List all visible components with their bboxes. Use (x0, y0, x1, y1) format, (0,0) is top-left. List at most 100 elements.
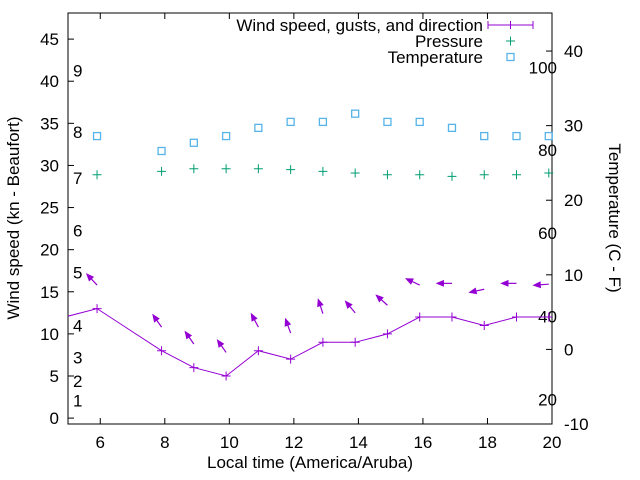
wind-speed-point (447, 312, 457, 322)
wind-speed-point (382, 329, 392, 339)
beaufort-label: 5 (73, 263, 82, 282)
legend-label: Wind speed, gusts, and direction (236, 16, 483, 35)
y2-axis-ticks: -10 0 10 20 30 40 (546, 42, 589, 434)
beaufort-label: 2 (73, 372, 82, 391)
wind-arrow-head (85, 273, 95, 282)
y-tick-label: 10 (40, 325, 59, 344)
wind-speed-line (68, 308, 549, 377)
wind-speed-point (253, 346, 263, 356)
beaufort-label: 6 (73, 221, 82, 240)
temperature-point (92, 131, 102, 141)
wind-arrow-head (532, 281, 542, 289)
temperature-point (221, 131, 231, 141)
wind-speed-point (479, 320, 489, 330)
x-axis-label: Local time (America/Aruba) (207, 453, 413, 472)
wind-arrow-head (216, 339, 225, 348)
wind-speed-point (350, 337, 360, 347)
pressure-point (350, 168, 360, 178)
wind-speed-point (286, 354, 296, 364)
wind-speed-point (221, 371, 231, 381)
y-tick-label: 35 (40, 114, 59, 133)
pressure-point (92, 170, 102, 180)
wind-arrow-head (284, 317, 292, 327)
wind-speed-point (92, 304, 102, 314)
temperature-point (189, 138, 198, 147)
x-tick-label: 16 (413, 433, 432, 452)
wind-speed-series (68, 304, 552, 381)
fahrenheit-label: 20 (538, 390, 557, 409)
temperature-point (447, 123, 457, 133)
wind-arrow-head (500, 279, 509, 287)
fahrenheit-label: 80 (538, 141, 557, 160)
x-axis-ticks: 6 8 10 12 14 16 18 20 (96, 13, 562, 452)
pressure-point (189, 164, 199, 174)
y-tick-label: 45 (40, 30, 59, 49)
wind-arrow-head (184, 330, 193, 340)
beaufort-label: 7 (73, 169, 82, 188)
temperature-point (512, 131, 521, 141)
y-tick-label: 5 (50, 367, 59, 386)
pressure-point (415, 170, 425, 180)
plot-border (67, 12, 553, 425)
y-tick-label: 20 (40, 241, 59, 260)
pressure-point (447, 171, 457, 181)
x-tick-label: 12 (284, 433, 303, 452)
beaufort-label: 8 (73, 123, 82, 142)
fahrenheit-label: 60 (538, 224, 557, 243)
beaufort-label: 1 (73, 391, 82, 410)
wind-arrow-head (375, 294, 384, 303)
pressure-point (286, 165, 296, 175)
wind-speed-point (318, 337, 328, 347)
pressure-point (318, 166, 328, 176)
x-tick-label: 18 (478, 433, 497, 452)
pressure-point (382, 170, 392, 180)
wind-speed-point (415, 312, 425, 322)
wind-speed-point (544, 312, 552, 322)
legend-label: Temperature (388, 48, 483, 67)
pressure-point (512, 170, 522, 180)
temperature-point (318, 117, 328, 127)
pressure-point (479, 170, 489, 180)
legend-square-marker (506, 52, 515, 62)
x-tick-label: 20 (543, 433, 562, 452)
wind-speed-point (157, 346, 167, 356)
y2-tick-label: 40 (564, 42, 583, 61)
legend: Wind speed, gusts, and directionPressure… (236, 16, 534, 67)
plot-area: 6 8 10 12 14 16 18 2005101520253035404512345678… (40, 12, 589, 452)
wind-arrow-head (152, 313, 160, 323)
temperature-point (415, 117, 424, 127)
y2-axis-label: Temperature (C - F) (605, 143, 624, 292)
y-tick-label: 40 (40, 72, 59, 91)
wind-arrow-head (344, 300, 353, 309)
y2-tick-label: 10 (564, 266, 583, 285)
wind-speed-point (189, 363, 199, 373)
pressure-point (253, 164, 263, 174)
pressure-point (221, 164, 231, 174)
pressure-series (92, 164, 554, 181)
temperature-point (383, 117, 392, 127)
wind-arrow-head (317, 298, 324, 308)
beaufort-label: 9 (73, 61, 82, 80)
y-tick-label: 0 (50, 409, 59, 428)
pressure-point (544, 168, 554, 178)
y-tick-label: 30 (40, 156, 59, 175)
temperature-point (254, 123, 263, 133)
y2-tick-label: 20 (564, 191, 583, 210)
temperature-point (544, 131, 553, 141)
pressure-point (157, 166, 167, 176)
temperature-point (480, 131, 489, 141)
y-tick-label: 15 (40, 283, 59, 302)
y2-tick-label: 30 (564, 117, 583, 136)
legend-label: Pressure (415, 32, 483, 51)
x-tick-label: 14 (349, 433, 368, 452)
beaufort-label: 4 (73, 316, 82, 335)
temperature-series (92, 109, 553, 156)
x-tick-label: 6 (96, 433, 105, 452)
y-axis-ticks: 0 5 10 15 20 25 30 35 40 45 (40, 30, 74, 428)
y2-tick-label: -10 (564, 415, 589, 434)
beaufort-scale-labels: 12 3 4 5 6 7 8 9 (73, 61, 82, 410)
temperature-point (351, 109, 360, 118)
